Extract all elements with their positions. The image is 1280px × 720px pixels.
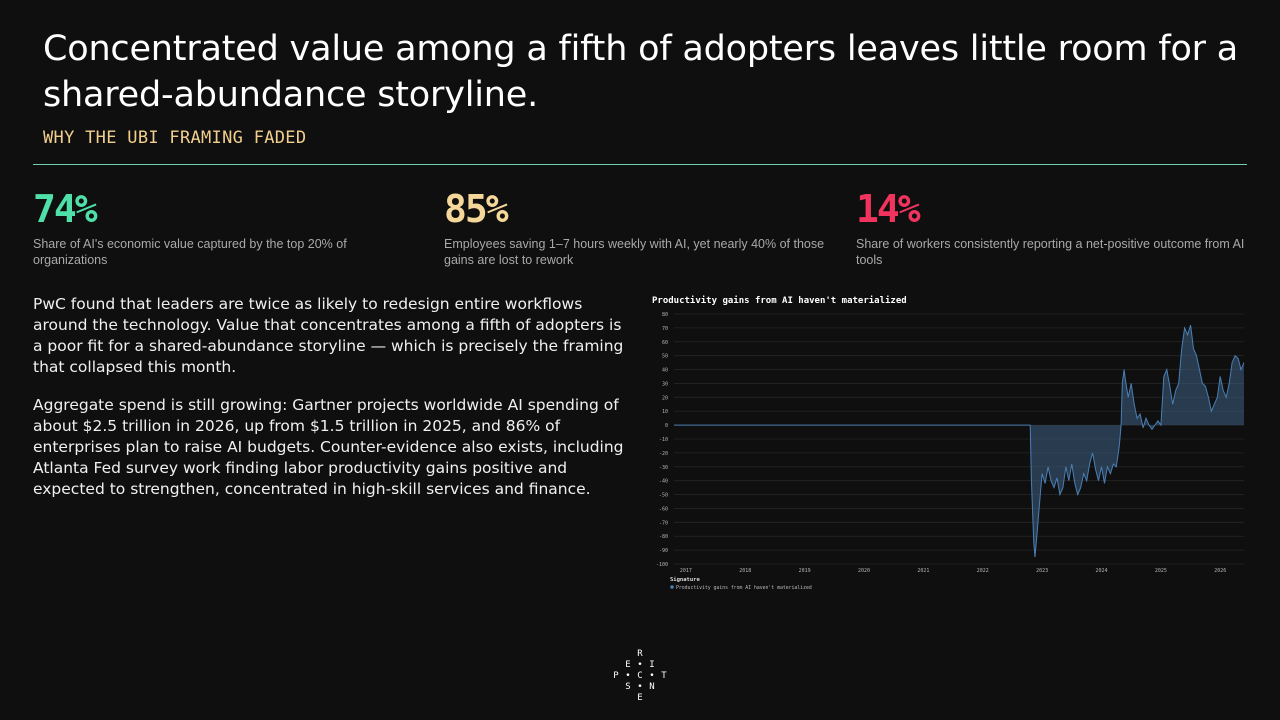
- y-tick-label: 80: [662, 312, 668, 318]
- legend-title: Signature: [670, 577, 700, 583]
- x-tick-label: 2019: [799, 568, 811, 574]
- slide-title: Concentrated value among a fifth of adop…: [43, 29, 1239, 115]
- y-tick-label: -60: [659, 506, 668, 512]
- chart-axes: 80 70 60 50 40 30 20 10 0 -10 -20 -30 -40 -50 -60 -70 -8…: [656, 312, 1226, 574]
- x-tick-label: 2018: [739, 568, 751, 574]
- chart-grid: [674, 313, 1244, 565]
- logo-letter: E: [637, 693, 643, 703]
- stat-description: Share of AI's economic value captured by…: [33, 237, 347, 267]
- chart-title: Productivity gains from AI haven't mater…: [652, 295, 907, 306]
- y-tick-label: -70: [659, 520, 668, 526]
- logo-letter: E: [625, 660, 631, 670]
- logo-dot: •: [637, 660, 643, 670]
- y-tick-label: -80: [659, 534, 668, 540]
- divider-rule: [33, 164, 1247, 165]
- logo-letter: I: [649, 660, 655, 670]
- legend-entry: Productivity gains from AI haven't mater…: [676, 585, 812, 591]
- logo-letter: S: [625, 682, 631, 692]
- stat-description: Employees saving 1–7 hours weekly with A…: [444, 237, 825, 267]
- logo-dot: •: [637, 682, 643, 692]
- x-tick-label: 2022: [977, 568, 989, 574]
- y-tick-label: -30: [659, 465, 668, 471]
- x-tick-label: 2017: [680, 568, 692, 574]
- y-tick-label: -10: [659, 437, 668, 443]
- logo-dot: •: [649, 671, 655, 681]
- y-tick-label: 50: [662, 354, 668, 360]
- logo-letter: R: [637, 649, 643, 659]
- stat-hours-saved: 85% Employees saving 1–7 hours weekly wi…: [444, 186, 834, 268]
- y-tick-label: -40: [659, 479, 668, 485]
- stat-value: 74%: [33, 187, 98, 231]
- series-area: [674, 325, 1244, 558]
- y-tick-label: 40: [662, 368, 668, 374]
- x-tick-label: 2025: [1155, 568, 1167, 574]
- stat-description: Share of workers consistently reporting …: [856, 237, 1245, 267]
- body-text: PwC found that leaders are twice as like…: [33, 294, 633, 517]
- y-tick-label: 30: [662, 381, 668, 387]
- x-tick-label: 2024: [1095, 568, 1107, 574]
- stat-value: 85%: [444, 187, 509, 231]
- y-tick-label: 70: [662, 326, 668, 332]
- y-tick-label: 60: [662, 340, 668, 346]
- x-tick-label: 2021: [917, 568, 929, 574]
- body-paragraph: Aggregate spend is still growing: Gartne…: [33, 396, 624, 498]
- stat-value: 14%: [856, 187, 921, 231]
- y-tick-label: -50: [659, 493, 668, 499]
- stat-net-positive: 14% Share of workers consistently report…: [856, 186, 1246, 268]
- y-tick-label: 0: [665, 423, 668, 429]
- y-tick-label: -100: [656, 562, 668, 568]
- y-tick-label: -20: [659, 451, 668, 457]
- series-line: [674, 324, 1245, 558]
- brand-logo: R E • I P • C • T S • N E: [610, 645, 670, 705]
- y-tick-label: 10: [662, 409, 668, 415]
- x-tick-label: 2023: [1036, 568, 1048, 574]
- logo-dot: •: [625, 671, 631, 681]
- body-paragraph: PwC found that leaders are twice as like…: [33, 295, 624, 376]
- x-tick-label: 2020: [858, 568, 870, 574]
- productivity-chart: Productivity gains from AI haven't mater…: [648, 290, 1248, 600]
- logo-letter: C: [637, 671, 643, 681]
- stat-top-organizations: 74% Share of AI's economic value capture…: [33, 186, 423, 268]
- x-tick-label: 2026: [1214, 568, 1226, 574]
- section-kicker: WHY THE UBI FRAMING FADED: [43, 128, 307, 148]
- chart-series: [674, 324, 1245, 558]
- legend-swatch: [670, 585, 674, 589]
- y-tick-label: 20: [662, 395, 668, 401]
- chart-svg: Productivity gains from AI haven't mater…: [652, 295, 1245, 591]
- logo-letter: T: [661, 671, 667, 681]
- logo-letter: P: [613, 671, 619, 681]
- logo-letter: N: [649, 682, 655, 692]
- y-tick-label: -90: [659, 548, 668, 554]
- chart-legend: Signature Productivity gains from AI have…: [670, 577, 812, 591]
